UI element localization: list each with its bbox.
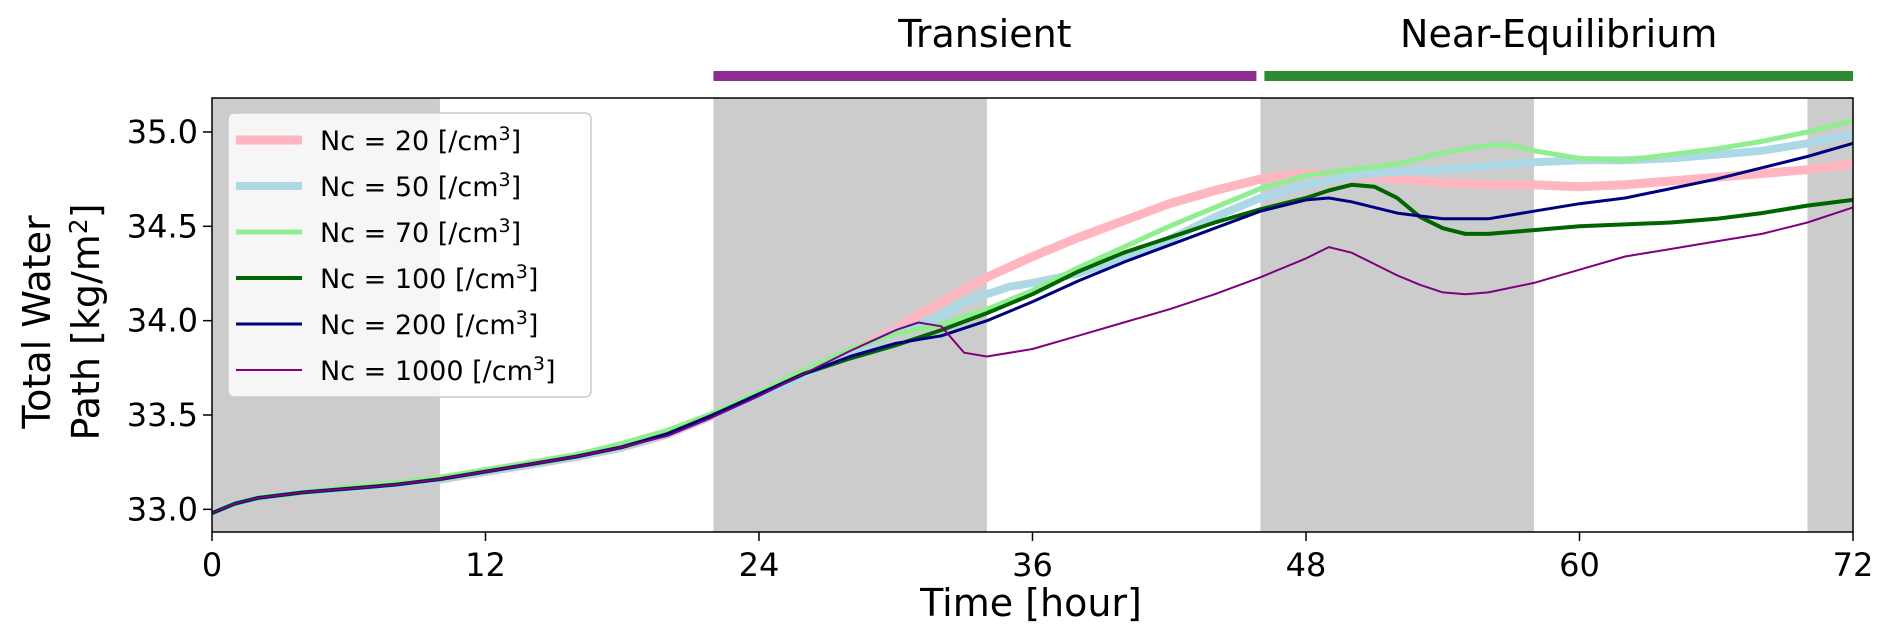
y-tick-label: 33.0 [127,490,198,528]
phase-label: Transient [897,12,1071,56]
series-lines [210,118,1854,518]
x-tick-label: 0 [202,546,222,584]
y-tick-label: 35.0 [127,113,198,151]
x-tick-label: 72 [1833,546,1874,584]
legend-label: Nc = 50 [/cm3] [320,169,521,203]
legend-label: Nc = 1000 [/cm3] [320,353,556,387]
legend-box [227,112,592,398]
phase-bars: Transient Near-Equilibrium [713,12,1853,81]
y-axis-label-line1: Total Water [15,215,59,430]
x-tick-label: 48 [1286,546,1327,584]
axis-ticks: 0 12 24 36 48 60 72 33.0 33.5 34.0 34.5 35.0 [127,113,1874,584]
y-axis-label: Total Water Path [kg/m2] [15,203,108,440]
y-tick-label: 34.0 [127,302,198,340]
legend-label: Nc = 200 [/cm3] [320,307,538,341]
legend-label: Nc = 100 [/cm3] [320,261,538,295]
y-axis-label-line2: Path [kg/m2] [64,203,108,440]
phase-bar [713,71,1257,81]
legend: Nc = 20 [/cm3] Nc = 50 [/cm3] Nc = 70 [/cm… [227,112,592,398]
phase-label: Near-Equilibrium [1400,12,1717,56]
legend-label: Nc = 20 [/cm3] [320,123,521,157]
y-tick-label: 33.5 [127,396,198,434]
x-tick-label: 36 [1012,546,1053,584]
x-axis-label: Time [hour] [919,581,1142,625]
x-tick-label: 24 [739,546,780,584]
x-tick-label: 12 [465,546,506,584]
y-tick-label: 34.5 [127,207,198,245]
legend-label: Nc = 70 [/cm3] [320,215,521,249]
series-line [211,206,1854,515]
x-tick-label: 60 [1559,546,1600,584]
phase-bar [1264,71,1853,81]
